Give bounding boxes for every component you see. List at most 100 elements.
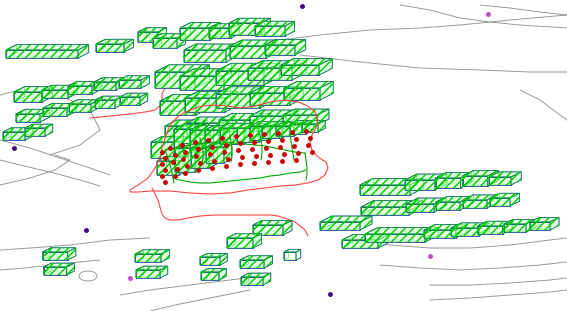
Polygon shape xyxy=(237,123,246,142)
Polygon shape xyxy=(360,179,423,185)
Polygon shape xyxy=(3,132,25,140)
Polygon shape xyxy=(16,114,40,122)
Polygon shape xyxy=(259,123,268,142)
Polygon shape xyxy=(153,34,162,48)
Polygon shape xyxy=(120,93,128,105)
Polygon shape xyxy=(526,220,535,232)
Polygon shape xyxy=(265,39,276,55)
Polygon shape xyxy=(96,39,105,52)
Polygon shape xyxy=(490,193,519,198)
Polygon shape xyxy=(490,193,500,206)
Polygon shape xyxy=(14,86,25,102)
Polygon shape xyxy=(406,198,446,204)
Polygon shape xyxy=(250,122,278,126)
Polygon shape xyxy=(119,80,141,88)
Polygon shape xyxy=(209,24,217,38)
Polygon shape xyxy=(94,78,103,90)
Polygon shape xyxy=(283,109,295,125)
Polygon shape xyxy=(135,250,143,262)
Polygon shape xyxy=(205,126,234,130)
Polygon shape xyxy=(290,120,313,124)
Polygon shape xyxy=(253,225,283,235)
Polygon shape xyxy=(160,95,209,101)
Polygon shape xyxy=(250,122,259,140)
Polygon shape xyxy=(265,39,306,45)
Polygon shape xyxy=(119,76,128,88)
Polygon shape xyxy=(151,137,162,158)
Polygon shape xyxy=(210,126,219,152)
Polygon shape xyxy=(290,120,297,134)
Polygon shape xyxy=(248,61,263,80)
Polygon shape xyxy=(95,100,115,108)
Polygon shape xyxy=(175,148,195,172)
Polygon shape xyxy=(185,91,198,112)
Polygon shape xyxy=(187,117,199,135)
Polygon shape xyxy=(463,200,487,208)
Polygon shape xyxy=(191,144,217,148)
Polygon shape xyxy=(185,98,225,112)
Polygon shape xyxy=(283,220,292,235)
Polygon shape xyxy=(78,44,89,58)
Polygon shape xyxy=(69,100,78,112)
Polygon shape xyxy=(223,117,235,135)
Polygon shape xyxy=(270,122,278,140)
Polygon shape xyxy=(360,185,410,195)
Polygon shape xyxy=(424,230,456,238)
Polygon shape xyxy=(490,198,510,206)
Polygon shape xyxy=(225,91,238,112)
Polygon shape xyxy=(248,68,292,80)
Polygon shape xyxy=(230,40,242,58)
Polygon shape xyxy=(175,143,184,172)
Polygon shape xyxy=(191,148,209,168)
Polygon shape xyxy=(318,120,325,132)
Polygon shape xyxy=(436,197,471,202)
Polygon shape xyxy=(153,38,177,48)
Polygon shape xyxy=(511,172,521,185)
Polygon shape xyxy=(302,120,325,124)
Polygon shape xyxy=(216,63,231,85)
Polygon shape xyxy=(91,100,99,112)
Polygon shape xyxy=(365,227,378,242)
Polygon shape xyxy=(262,122,270,138)
Polygon shape xyxy=(201,268,226,272)
Polygon shape xyxy=(92,81,101,94)
Polygon shape xyxy=(284,252,296,260)
Polygon shape xyxy=(451,223,461,236)
Polygon shape xyxy=(151,137,190,142)
Polygon shape xyxy=(342,240,378,248)
Polygon shape xyxy=(406,198,418,212)
Polygon shape xyxy=(244,123,253,144)
Polygon shape xyxy=(451,223,489,228)
Polygon shape xyxy=(42,85,78,90)
Polygon shape xyxy=(67,248,76,260)
Polygon shape xyxy=(216,63,280,71)
Polygon shape xyxy=(69,100,99,104)
Polygon shape xyxy=(295,39,306,55)
Polygon shape xyxy=(42,90,68,98)
Polygon shape xyxy=(44,263,74,267)
Polygon shape xyxy=(209,28,231,38)
Polygon shape xyxy=(489,172,499,185)
Polygon shape xyxy=(205,130,225,148)
Polygon shape xyxy=(460,197,471,210)
Polygon shape xyxy=(190,126,219,130)
Polygon shape xyxy=(424,225,467,230)
Polygon shape xyxy=(165,126,195,138)
Polygon shape xyxy=(157,156,167,175)
Polygon shape xyxy=(161,250,170,262)
Polygon shape xyxy=(206,147,224,163)
Polygon shape xyxy=(155,72,195,88)
Polygon shape xyxy=(296,250,301,260)
Polygon shape xyxy=(425,227,438,242)
Polygon shape xyxy=(488,171,498,186)
Polygon shape xyxy=(320,222,360,230)
Polygon shape xyxy=(248,61,306,68)
Polygon shape xyxy=(435,173,446,188)
Polygon shape xyxy=(487,195,497,208)
Polygon shape xyxy=(25,124,33,136)
Polygon shape xyxy=(44,267,66,275)
Polygon shape xyxy=(241,273,249,285)
Polygon shape xyxy=(365,227,438,234)
Polygon shape xyxy=(360,216,372,230)
Polygon shape xyxy=(190,130,210,152)
